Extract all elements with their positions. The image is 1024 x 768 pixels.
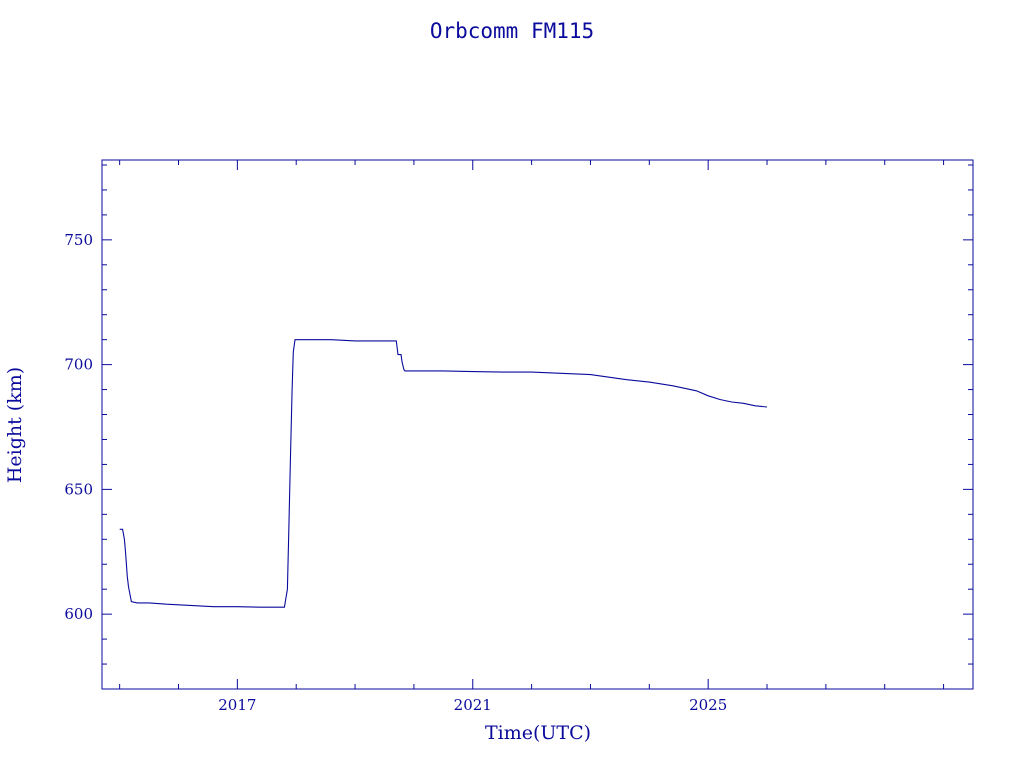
- x-tick-label: 2025: [689, 696, 727, 714]
- x-tick-label: 2021: [454, 696, 492, 714]
- chart-title: Orbcomm FM115: [430, 19, 594, 43]
- x-axis-label: Time(UTC): [485, 722, 591, 744]
- height-series-line: [119, 339, 768, 608]
- y-tick-label: 650: [64, 480, 93, 498]
- y-axis-label: Height (km): [4, 367, 26, 483]
- x-tick-label: 2017: [218, 696, 256, 714]
- y-tick-label: 750: [64, 231, 93, 249]
- y-tick-label: 600: [64, 605, 93, 623]
- tick-labels: 2017 2021 2025 600 650 700 750: [64, 231, 727, 714]
- plot-frame: [101, 159, 974, 690]
- y-tick-label: 700: [64, 356, 93, 374]
- axis-ticks: [102, 160, 973, 690]
